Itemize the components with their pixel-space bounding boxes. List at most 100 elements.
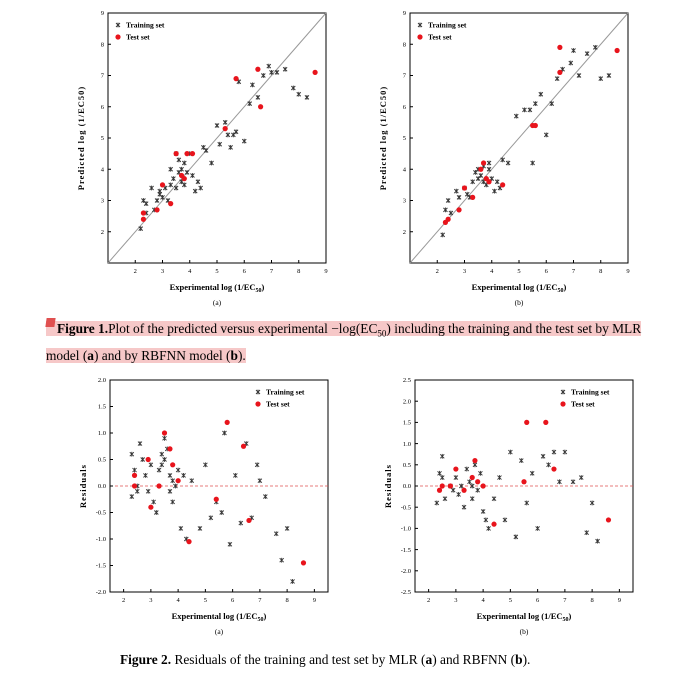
scatter-plot-predicted-mlr: 2 3 4 5 6 7 8 9 2 3 4 5 6 7 8 9 Experimental log (1/EC50… bbox=[70, 5, 332, 310]
training-point bbox=[167, 488, 173, 494]
residual-plot-rbfnn: 2 3 4 5 6 7 8 9 -2.5 -2.0 -1.5 -1.0 -0.5 0.0 0.5 1.0 1.5… bbox=[377, 372, 639, 644]
training-point bbox=[554, 76, 560, 82]
test-point bbox=[240, 443, 247, 449]
test-point bbox=[170, 462, 176, 468]
training-point bbox=[233, 129, 239, 135]
training-point bbox=[527, 107, 533, 113]
training-point bbox=[589, 500, 595, 506]
legend-label: Test set bbox=[126, 33, 150, 42]
training-point bbox=[222, 430, 227, 436]
training-point bbox=[543, 132, 549, 138]
training-point bbox=[143, 473, 148, 478]
y-tick-label: 4 bbox=[403, 166, 407, 173]
y-tick-label: -0.5 bbox=[401, 504, 411, 511]
training-point bbox=[494, 179, 500, 185]
figure1-text-c: ) and by RBFNN model ( bbox=[93, 347, 231, 363]
test-point bbox=[500, 182, 506, 188]
test-point bbox=[532, 122, 538, 129]
test-point bbox=[475, 479, 481, 485]
test-point bbox=[524, 419, 530, 425]
training-point bbox=[440, 232, 446, 238]
training-point bbox=[156, 467, 162, 473]
test-point bbox=[181, 176, 187, 182]
figure1-text-a: Plot of the predicted versus experimenta… bbox=[108, 321, 378, 336]
training-point bbox=[475, 487, 480, 493]
figure2-b: b bbox=[515, 652, 523, 667]
test-point bbox=[175, 478, 181, 484]
test-point bbox=[605, 517, 612, 523]
training-point bbox=[197, 526, 203, 531]
y-tick-label: 5 bbox=[101, 135, 104, 142]
x-tick-label: 4 bbox=[188, 268, 192, 275]
training-point bbox=[578, 475, 584, 480]
test-point bbox=[614, 47, 620, 54]
training-point bbox=[557, 479, 562, 485]
x-tick-label: 9 bbox=[626, 268, 629, 275]
legend: Training set Test set bbox=[255, 388, 305, 409]
training-point bbox=[209, 160, 214, 166]
legend-label: Training set bbox=[571, 388, 610, 397]
training-point bbox=[173, 185, 179, 191]
figure2-text-b: ) and RBFNN ( bbox=[432, 652, 516, 667]
y-tick-label: -0.5 bbox=[96, 510, 106, 517]
y-tick-label: 2.0 bbox=[98, 377, 106, 384]
training-point bbox=[190, 173, 195, 178]
training-point bbox=[469, 483, 475, 489]
training-point bbox=[453, 475, 459, 480]
training-point bbox=[551, 449, 557, 455]
y-tick-label: 2 bbox=[403, 229, 406, 236]
training-point bbox=[266, 63, 272, 69]
comment-note-icon[interactable] bbox=[45, 318, 56, 327]
legend-label: Training set bbox=[126, 21, 165, 30]
training-point bbox=[219, 510, 225, 515]
training-point bbox=[137, 441, 143, 446]
figure2-label: Figure 2. bbox=[120, 652, 172, 667]
test-point bbox=[168, 201, 174, 207]
training-point bbox=[273, 531, 279, 537]
training-point bbox=[538, 91, 544, 97]
test-point bbox=[145, 456, 151, 463]
legend-label: Training set bbox=[428, 21, 467, 30]
x-tick-label: 2 bbox=[427, 597, 430, 604]
x-tick-label: 9 bbox=[324, 268, 327, 275]
test-point bbox=[189, 151, 196, 157]
test-point bbox=[312, 69, 318, 75]
training-point bbox=[134, 488, 140, 494]
training-point bbox=[524, 500, 530, 506]
training-point bbox=[570, 479, 576, 485]
figure1-label: Figure 1. bbox=[57, 321, 109, 336]
training-point bbox=[486, 166, 492, 172]
y-tick-label: 2 bbox=[101, 229, 104, 236]
y-tick-label: 3 bbox=[101, 198, 104, 205]
x-tick-label: 5 bbox=[215, 268, 218, 275]
figure1-text-d: ). bbox=[237, 347, 246, 363]
figure1-a: a bbox=[87, 347, 94, 363]
training-point bbox=[282, 66, 288, 72]
training-point bbox=[562, 449, 568, 455]
y-tick-label: 2.0 bbox=[403, 398, 411, 405]
training-point bbox=[261, 73, 266, 78]
y-axis-label: Predicted log (1/EC50) bbox=[378, 86, 388, 190]
training-point bbox=[143, 201, 149, 207]
training-point bbox=[167, 473, 173, 478]
y-tick-label: -1.0 bbox=[401, 526, 411, 533]
test-point bbox=[186, 539, 192, 545]
legend-label: Test set bbox=[266, 400, 290, 409]
training-point bbox=[592, 44, 598, 50]
x-axis-label: Experimental log (1/EC50) bbox=[170, 282, 265, 294]
training-point bbox=[157, 191, 163, 197]
training-point bbox=[486, 160, 492, 166]
figure2-text-a: Residuals of the training and test set b… bbox=[174, 652, 426, 667]
test-point bbox=[436, 487, 443, 493]
legend-label: Training set bbox=[266, 388, 305, 397]
training-point bbox=[201, 144, 206, 150]
training-point bbox=[456, 194, 462, 200]
training-point bbox=[513, 534, 519, 540]
training-point bbox=[184, 169, 190, 175]
x-tick-label: 9 bbox=[313, 597, 316, 604]
y-tick-label: 1.0 bbox=[98, 430, 106, 437]
training-point bbox=[255, 94, 261, 100]
training-point bbox=[129, 494, 135, 499]
test-point bbox=[439, 483, 445, 489]
training-point bbox=[284, 526, 290, 531]
